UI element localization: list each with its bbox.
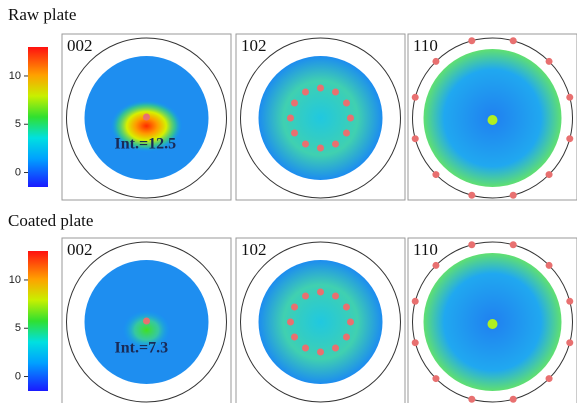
tick-label: 0	[15, 370, 21, 382]
pole-dot	[566, 94, 573, 101]
pole-dot	[510, 396, 517, 403]
tick-label: 10	[9, 274, 21, 286]
pole-dot	[291, 334, 298, 341]
tick-label: 5	[15, 322, 21, 334]
pole-dot	[432, 171, 439, 178]
panel-label: 002	[67, 240, 93, 259]
pole-dot	[302, 293, 309, 300]
figure: Raw plate 0 5 10 002 Int.=12.5 102 110 Coated pl…	[0, 0, 577, 403]
pole-dot	[546, 58, 553, 65]
pole-dot	[332, 140, 339, 147]
pole-dot	[287, 319, 294, 326]
pole-dot	[317, 85, 324, 92]
row-title: Coated plate	[8, 211, 93, 230]
pole-dot	[343, 100, 350, 107]
panel-label: 110	[413, 36, 438, 55]
pole-dot	[468, 37, 475, 44]
tick-label: 10	[9, 70, 21, 82]
center-spot	[488, 319, 498, 329]
pole-dot	[468, 192, 475, 199]
colorbar	[28, 251, 48, 391]
pole-dot	[468, 241, 475, 248]
pole-figure	[259, 260, 383, 384]
pole-dot	[546, 171, 553, 178]
row-title: Raw plate	[8, 5, 76, 24]
pole-dot	[332, 344, 339, 351]
pole-dot	[510, 241, 517, 248]
colorbar	[28, 47, 48, 187]
pole-dot	[317, 349, 324, 356]
pole-dot	[343, 304, 350, 311]
center-spot	[488, 115, 498, 125]
pole-dot	[412, 339, 419, 346]
tick-label: 5	[15, 118, 21, 130]
pole-dot	[317, 145, 324, 152]
pole-dot	[317, 289, 324, 296]
pole-dot	[302, 89, 309, 96]
panel-label: 102	[241, 240, 267, 259]
pole-dot	[510, 37, 517, 44]
pole-dot	[412, 298, 419, 305]
pole-dot	[291, 130, 298, 137]
pole-dot	[510, 192, 517, 199]
pole-dot	[302, 344, 309, 351]
pole-dot	[332, 89, 339, 96]
panel-label: 002	[67, 36, 93, 55]
panel-label: 102	[241, 36, 267, 55]
pole-dot	[143, 114, 150, 121]
pole-dot	[347, 115, 354, 122]
pole-dot	[343, 130, 350, 137]
pole-dot	[332, 293, 339, 300]
pole-dot	[412, 94, 419, 101]
pole-dot	[343, 334, 350, 341]
pole-dot	[412, 135, 419, 142]
pole-dot	[287, 115, 294, 122]
pole-dot	[291, 304, 298, 311]
annotation: Int.=7.3	[115, 340, 169, 357]
pole-dot	[432, 58, 439, 65]
tick-label: 0	[15, 166, 21, 178]
pole-dot	[432, 375, 439, 382]
pole-dot	[347, 319, 354, 326]
pole-dot	[143, 318, 150, 325]
pole-dot	[302, 140, 309, 147]
annotation: Int.=12.5	[115, 136, 177, 153]
pole-dot	[546, 262, 553, 269]
pole-dot	[468, 396, 475, 403]
pole-dot	[566, 339, 573, 346]
pole-dot	[566, 135, 573, 142]
pole-dot	[291, 100, 298, 107]
pole-dot	[432, 262, 439, 269]
pole-figure	[259, 56, 383, 180]
pole-dot	[566, 298, 573, 305]
panel-label: 110	[413, 240, 438, 259]
pole-dot	[546, 375, 553, 382]
